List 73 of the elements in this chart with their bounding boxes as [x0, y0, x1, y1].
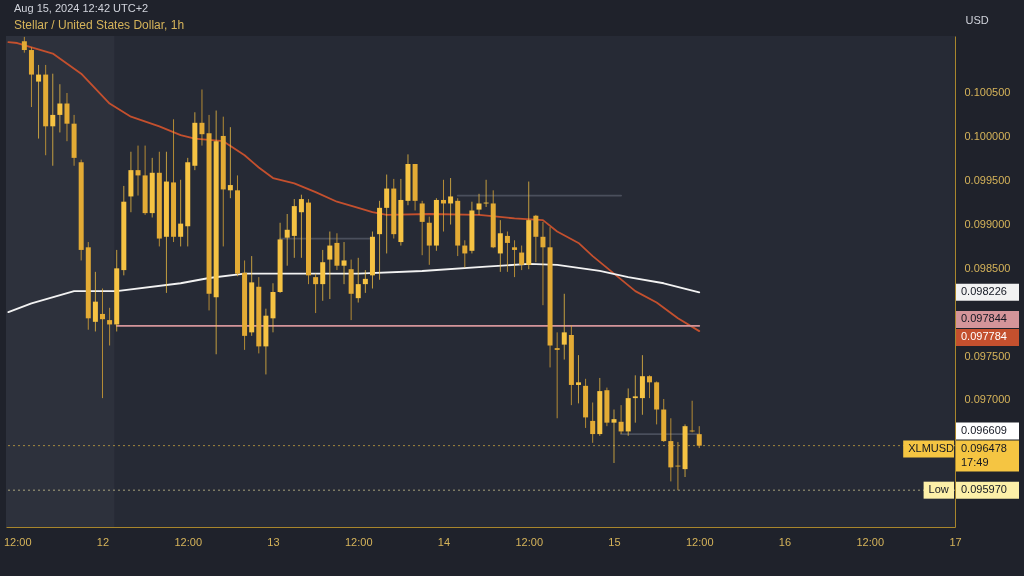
y-tick-label: 0.099000: [964, 218, 1011, 231]
candlestick: [320, 249, 326, 302]
candlestick: [327, 231, 333, 300]
candlestick: [476, 193, 482, 216]
candlestick: [355, 257, 361, 304]
y-tick-label: 0.100000: [964, 130, 1011, 143]
candlestick: [334, 232, 340, 271]
candlestick: [519, 245, 525, 271]
x-tick-label: 12:00: [174, 535, 203, 548]
ref-line-label: XLMUSD 0.096478 17:49: [908, 441, 1007, 468]
candlestick: [50, 73, 56, 167]
text: 0.097844: [961, 312, 1007, 325]
candlestick: [575, 354, 581, 404]
x-tick-label: 12:00: [856, 535, 885, 548]
candlestick: [92, 271, 98, 332]
candlestick: [100, 288, 105, 399]
text: Aug 15, 2024 12:42 UTC+2: [14, 2, 149, 14]
candlestick: [341, 241, 347, 285]
text: 0.098226: [961, 285, 1007, 298]
candlestick: [504, 231, 510, 273]
text: 0.097784: [961, 330, 1007, 343]
candlestick: [696, 425, 702, 449]
x-tick-label: 12:00: [344, 535, 373, 548]
x-tick-label: 12:00: [685, 535, 714, 548]
candlestick: [540, 221, 546, 306]
candlestick: [497, 219, 503, 273]
x-tick-label: 14: [437, 535, 451, 548]
y-axis-title: USD: [965, 13, 989, 26]
y-tick-label: 0.099500: [964, 174, 1011, 187]
candlestick: [64, 92, 70, 142]
x-tick-label: 16: [778, 535, 792, 548]
x-tick-label: 12: [96, 535, 110, 548]
candlestick: [284, 213, 290, 267]
chart-title: Stellar / United States Dollar, 1h: [14, 18, 185, 32]
text: 0.096609: [961, 423, 1007, 436]
candlestick: [426, 216, 432, 266]
x-tick-label: 12:00: [515, 535, 544, 548]
candlestick: [313, 273, 319, 314]
candlestick: [639, 354, 645, 416]
candlestick: [227, 126, 233, 199]
candlestick: [36, 64, 42, 140]
x-tick-label: 13: [267, 535, 280, 548]
line-series: [7, 41, 701, 333]
candlestick: [632, 374, 638, 424]
candlestick: [611, 409, 617, 464]
candlestick: [178, 179, 184, 247]
candlestick: [618, 404, 624, 435]
candlestick: [675, 441, 681, 491]
candlestick: [419, 200, 425, 256]
line-series: [7, 263, 701, 314]
candlestick: [647, 374, 653, 399]
candlestick: [554, 331, 560, 419]
x-tick-label: 12:00: [3, 535, 32, 548]
candlestick: [135, 145, 141, 197]
candlestick: [384, 174, 390, 254]
y-tick-label: 0.097000: [964, 393, 1011, 406]
candlestick: [512, 239, 518, 278]
candlestick: [362, 269, 368, 294]
candlestick: [590, 402, 596, 444]
y-tick-label: 0.098500: [964, 261, 1011, 274]
candlestick: [107, 307, 113, 347]
y-tick-label: 0.100500: [964, 86, 1011, 99]
y-tick-label: 0.097500: [964, 349, 1011, 362]
candlestick: [448, 177, 454, 226]
x-tick-label: 17: [949, 535, 962, 548]
candlestick: [533, 214, 539, 263]
candlestick: [57, 83, 63, 133]
candlestick: [462, 239, 468, 268]
candlestick: [298, 194, 304, 259]
candlestick: [199, 88, 205, 147]
x-tick-label: 15: [608, 535, 621, 548]
candlestick: [561, 293, 567, 361]
ref-line-label: Low 0.095970: [928, 483, 1007, 496]
